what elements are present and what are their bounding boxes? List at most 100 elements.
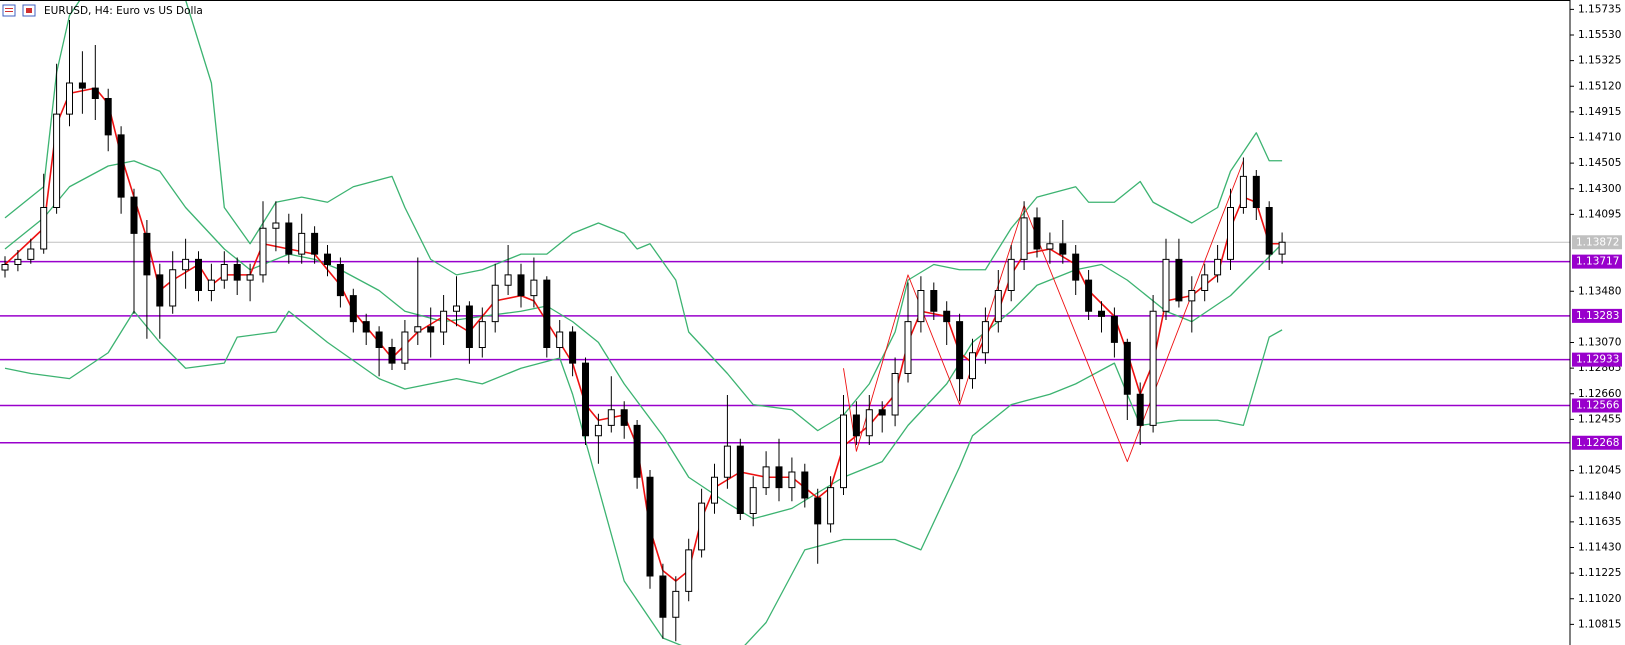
candle-body bbox=[78, 82, 86, 89]
candle-body bbox=[930, 290, 938, 312]
candle-body bbox=[504, 274, 512, 286]
candle-body bbox=[956, 321, 964, 380]
candle-body bbox=[91, 87, 99, 99]
icon[interactable] bbox=[2, 4, 16, 17]
candle-body bbox=[723, 445, 731, 478]
candle-body bbox=[981, 321, 989, 354]
y-tick-label: 1.15325 bbox=[1578, 55, 1621, 67]
candle-body bbox=[1278, 241, 1286, 255]
candle-body bbox=[478, 321, 486, 348]
candle-body bbox=[1136, 393, 1144, 426]
y-tick-label: 1.14300 bbox=[1578, 183, 1621, 195]
y-tick-label: 1.13480 bbox=[1578, 285, 1621, 297]
chart-icons bbox=[2, 4, 36, 17]
candle-body bbox=[27, 248, 35, 260]
y-tick-label: 1.14915 bbox=[1578, 106, 1621, 118]
indicator-line bbox=[4, 160, 1283, 520]
candle-body bbox=[517, 274, 525, 297]
level-label: 1.12933 bbox=[1576, 354, 1619, 366]
candle-body bbox=[1162, 258, 1170, 312]
candle-body bbox=[672, 590, 680, 618]
level-label-box bbox=[1572, 435, 1622, 450]
candle-body bbox=[246, 274, 254, 281]
candle-body bbox=[349, 295, 357, 323]
candle-body bbox=[814, 497, 822, 525]
candle-body bbox=[904, 321, 912, 374]
candle-body bbox=[852, 414, 860, 437]
candle-body bbox=[1239, 175, 1247, 208]
y-tick-label: 1.11635 bbox=[1578, 516, 1621, 528]
candle-body bbox=[582, 362, 589, 437]
candle-body bbox=[530, 279, 538, 297]
candle-body bbox=[311, 232, 319, 255]
candle-body bbox=[646, 476, 654, 577]
candle-body bbox=[117, 134, 125, 198]
y-tick-label: 1.15120 bbox=[1578, 80, 1621, 92]
y-tick-label: 1.11840 bbox=[1578, 490, 1621, 502]
candle-body bbox=[1, 264, 9, 271]
y-tick-label: 1.12455 bbox=[1578, 413, 1621, 425]
candle-body bbox=[272, 222, 280, 229]
candle-body bbox=[569, 331, 577, 364]
candle-body bbox=[169, 269, 177, 307]
candle-body bbox=[685, 549, 693, 592]
candle-body bbox=[801, 471, 809, 499]
candle-body bbox=[865, 409, 873, 437]
candle-body bbox=[788, 471, 796, 489]
y-tick-label: 1.14710 bbox=[1578, 132, 1621, 144]
level-label-box bbox=[1572, 254, 1622, 269]
candle-body bbox=[285, 222, 293, 255]
indicator-line bbox=[843, 160, 1244, 463]
candle-body bbox=[633, 424, 641, 478]
candle-body bbox=[401, 331, 409, 364]
candle-body bbox=[1110, 315, 1118, 343]
level-label: 1.12566 bbox=[1576, 400, 1620, 412]
y-tick-label: 1.12045 bbox=[1578, 465, 1621, 477]
candle-body bbox=[1059, 243, 1067, 255]
candle-body bbox=[840, 414, 847, 489]
candle-body bbox=[620, 409, 628, 426]
candle-body bbox=[878, 409, 886, 416]
candle-body bbox=[66, 82, 73, 115]
candle-body bbox=[1201, 274, 1209, 291]
candle-body bbox=[607, 409, 615, 426]
candle-body bbox=[207, 279, 215, 291]
candle-body bbox=[1227, 207, 1234, 260]
candle-body bbox=[1123, 341, 1131, 395]
candle-body bbox=[917, 290, 925, 323]
y-tick-label: 1.13070 bbox=[1578, 337, 1621, 349]
candle-body bbox=[465, 305, 473, 348]
chart-title: EURUSD, H4: Euro vs US Dolla bbox=[44, 5, 203, 17]
candle-body bbox=[827, 487, 835, 525]
candle-body bbox=[1046, 243, 1054, 250]
candle-body bbox=[1072, 253, 1080, 281]
candle-body bbox=[1265, 207, 1273, 255]
last-price-box bbox=[1572, 235, 1622, 250]
level-label: 1.13717 bbox=[1576, 256, 1619, 268]
candle-body bbox=[220, 264, 228, 281]
candle-body bbox=[298, 232, 306, 255]
candle-body bbox=[543, 279, 551, 348]
candle-body bbox=[1020, 217, 1028, 260]
y-tick-label: 1.11225 bbox=[1578, 567, 1621, 579]
candle-body bbox=[1149, 310, 1157, 426]
candle-body bbox=[143, 232, 151, 276]
indicator-line bbox=[4, 87, 1283, 582]
y-tick-label: 1.14095 bbox=[1578, 208, 1621, 220]
y-tick-label: 1.15735 bbox=[1578, 3, 1621, 15]
candle-body bbox=[891, 373, 899, 416]
candle-body bbox=[324, 253, 331, 265]
candle-body bbox=[53, 113, 61, 208]
candle-body bbox=[14, 258, 22, 265]
y-tick-label: 1.10815 bbox=[1578, 618, 1621, 630]
y-tick-label: 1.14505 bbox=[1578, 157, 1621, 169]
candle-body bbox=[375, 331, 383, 348]
candle-body bbox=[453, 305, 460, 312]
y-tick-label: 1.11430 bbox=[1578, 542, 1621, 554]
indicator-line bbox=[4, 0, 1283, 432]
candle-body bbox=[440, 310, 448, 333]
candle-body bbox=[775, 466, 783, 489]
candle-body bbox=[104, 98, 112, 136]
